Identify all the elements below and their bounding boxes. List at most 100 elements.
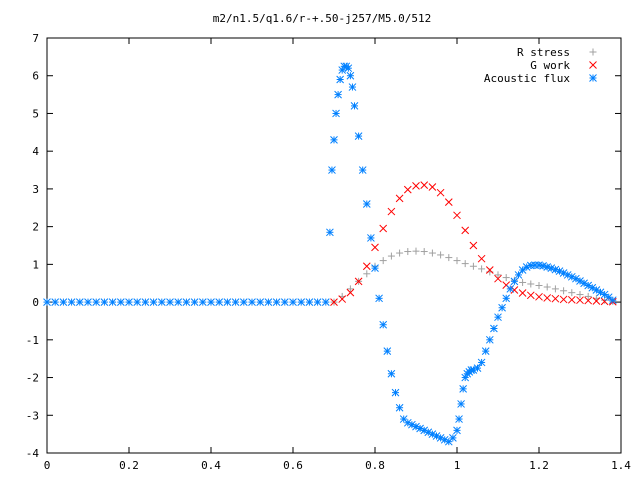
- data-point: [514, 271, 523, 279]
- data-point: [348, 83, 357, 91]
- y-tick-label: -4: [26, 447, 40, 460]
- data-point: [403, 185, 412, 194]
- data-point: [157, 298, 166, 306]
- data-point: [371, 243, 379, 252]
- data-point: [92, 298, 101, 306]
- data-point: [362, 262, 371, 271]
- data-point: [395, 403, 404, 412]
- data-point: [399, 415, 408, 423]
- data-point: [518, 266, 527, 274]
- data-point: [584, 296, 593, 305]
- data-point: [608, 296, 617, 305]
- legend-label: R stress: [517, 46, 570, 59]
- data-point: [51, 298, 60, 306]
- data-point: [75, 298, 84, 306]
- data-point: [321, 298, 330, 306]
- x-tick-label: 1: [454, 459, 461, 472]
- y-tick-label: 2: [32, 221, 39, 234]
- y-tick-label: -1: [26, 334, 39, 347]
- data-point: [428, 249, 436, 257]
- data-point: [560, 287, 568, 295]
- data-point: [518, 289, 527, 297]
- data-point: [379, 320, 388, 329]
- data-point: [358, 166, 367, 174]
- data-point: [379, 224, 388, 233]
- data-point: [461, 260, 469, 268]
- data-point: [108, 298, 117, 306]
- data-point: [395, 194, 404, 203]
- data-point: [551, 285, 559, 293]
- data-point: [526, 291, 535, 300]
- data-point: [404, 248, 412, 256]
- y-tick-label: 0: [32, 296, 39, 309]
- data-point: [449, 434, 457, 442]
- data-point: [383, 347, 392, 355]
- series-layer: [43, 62, 617, 446]
- data-point: [580, 279, 588, 288]
- data-point: [543, 294, 552, 302]
- data-point: [437, 251, 445, 259]
- x-tick-label: 0: [44, 459, 51, 472]
- data-point: [387, 369, 396, 378]
- data-point: [453, 211, 461, 220]
- data-point: [576, 296, 584, 305]
- x-tick-label: 0.2: [119, 459, 139, 472]
- data-point: [502, 294, 511, 303]
- data-point: [502, 274, 510, 282]
- data-point: [494, 271, 502, 279]
- data-point: [116, 298, 125, 306]
- data-point: [453, 426, 461, 435]
- data-point: [506, 285, 515, 293]
- data-point: [346, 288, 355, 297]
- data-point: [494, 274, 502, 283]
- x-tick-label: 0.4: [201, 459, 221, 472]
- legend-marker: [589, 74, 597, 82]
- data-point: [543, 283, 551, 291]
- data-point: [248, 298, 256, 306]
- x-tick-label: 1.4: [611, 459, 631, 472]
- data-point: [350, 102, 359, 110]
- data-point: [535, 281, 543, 289]
- data-point: [494, 313, 502, 322]
- data-point: [338, 295, 347, 303]
- data-point: [481, 347, 490, 355]
- x-tick-label: 0.8: [365, 459, 385, 472]
- data-point: [584, 292, 592, 300]
- chart-title: m2/n1.5/q1.6/r-+.50-j257/M5.0/512: [213, 12, 432, 25]
- data-point: [459, 385, 468, 393]
- data-point: [149, 298, 158, 306]
- x-tick-label: 1.2: [529, 459, 549, 472]
- series-acoustic-flux: [43, 62, 617, 446]
- data-point: [473, 364, 482, 372]
- data-point: [551, 294, 560, 303]
- data-point: [344, 64, 353, 73]
- x-tick-label: 0.6: [283, 459, 303, 472]
- data-point: [367, 234, 375, 242]
- data-point: [166, 298, 174, 306]
- data-point: [412, 247, 420, 255]
- data-point: [43, 298, 51, 306]
- data-point: [332, 109, 340, 118]
- data-point: [264, 298, 273, 306]
- legend-marker: [589, 48, 597, 56]
- data-point: [375, 294, 383, 303]
- data-point: [469, 241, 478, 250]
- data-point: [305, 298, 314, 306]
- data-point: [477, 254, 486, 263]
- data-point: [190, 298, 199, 306]
- data-point: [174, 298, 183, 306]
- data-point: [125, 298, 133, 306]
- data-point: [396, 249, 404, 257]
- y-tick-label: 7: [32, 32, 39, 45]
- data-point: [313, 298, 322, 306]
- data-point: [280, 298, 289, 306]
- data-point: [207, 298, 215, 306]
- data-point: [346, 71, 355, 80]
- data-point: [231, 298, 240, 306]
- data-point: [592, 297, 601, 305]
- data-point: [604, 293, 613, 302]
- data-point: [330, 136, 338, 144]
- series-g-work: [330, 181, 617, 306]
- y-tick-label: 1: [32, 258, 39, 271]
- legend-marker: [589, 61, 597, 69]
